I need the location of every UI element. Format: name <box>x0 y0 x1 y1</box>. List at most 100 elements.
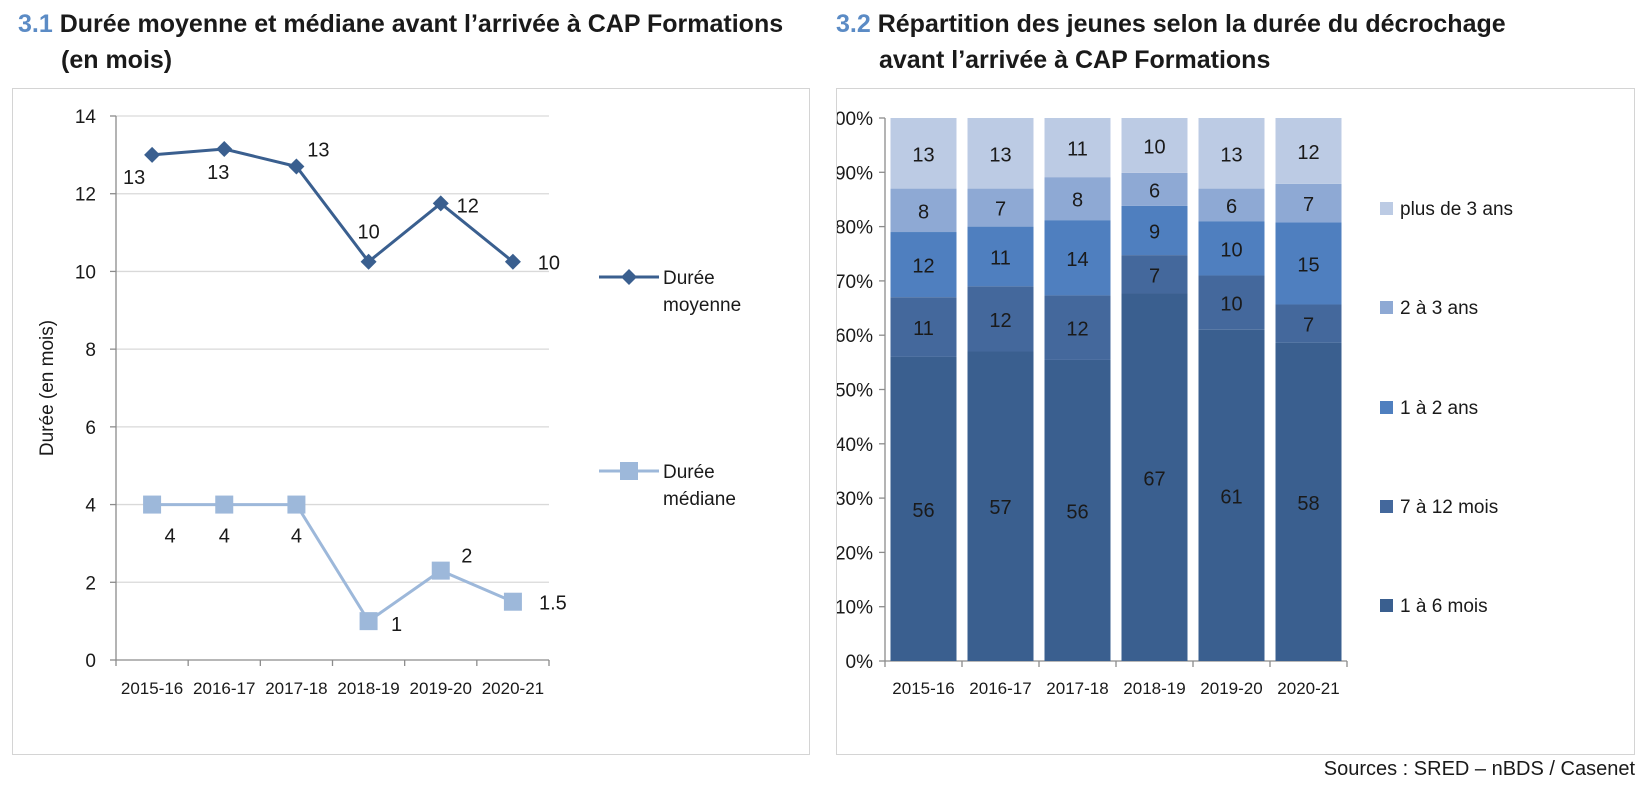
x-tick-label: 2020-21 <box>482 679 544 698</box>
bar-value-label: 12 <box>1066 319 1088 341</box>
y-tick-label: 10 <box>75 262 96 283</box>
legend-swatch <box>1380 202 1393 215</box>
legend-swatch <box>1380 599 1393 612</box>
bar-value-label: 56 <box>1066 501 1088 523</box>
legend-label: 2 à 3 ans <box>1400 298 1478 319</box>
bar-segment <box>967 351 1034 661</box>
y-tick-label: 6 <box>85 418 96 439</box>
data-label: 13 <box>307 140 329 162</box>
data-label: 13 <box>207 162 229 184</box>
bar-segment <box>967 188 1034 227</box>
bar-value-label: 11 <box>913 318 934 340</box>
y-tick-label: 0% <box>846 652 874 673</box>
y-tick-label: 12 <box>75 185 96 206</box>
x-tick-label: 2016-17 <box>193 679 255 698</box>
y-tick-label: 10% <box>837 598 873 619</box>
bar-value-label: 13 <box>1220 144 1242 166</box>
bar-segment <box>967 226 1034 287</box>
chart2-title-line1: Répartition des jeunes selon la durée du… <box>877 10 1506 38</box>
chart1-title-line2: (en mois) <box>61 46 173 74</box>
data-label: 12 <box>457 195 479 217</box>
legend-swatch <box>1380 401 1393 414</box>
bar-segment <box>967 286 1034 352</box>
x-tick-label: 2017-18 <box>265 679 327 698</box>
data-label: 4 <box>165 526 176 548</box>
legend-label: Durée <box>663 462 715 483</box>
bar-value-label: 9 <box>1149 221 1160 243</box>
bar-value-label: 61 <box>1220 486 1242 508</box>
bar-segment <box>1121 118 1188 173</box>
bar-value-label: 7 <box>1303 194 1314 216</box>
data-point <box>216 141 233 158</box>
data-label: 10 <box>538 253 560 275</box>
chart2-title: 3.2 Répartition des jeunes selon la duré… <box>836 6 1506 78</box>
bar-segment <box>1198 221 1265 276</box>
bar-value-label: 10 <box>1220 239 1242 261</box>
bar-segment <box>890 118 957 189</box>
bar-value-label: 14 <box>1066 249 1088 271</box>
y-tick-label: 90% <box>837 163 873 184</box>
x-tick-label: 2018-19 <box>1123 679 1185 698</box>
bar-segment <box>1044 220 1111 296</box>
stacked-bar-chart-panel: 0% 10% 20% 30% 40% 50% 60% 70% 80% 90% 100% 2015-16… <box>836 88 1635 755</box>
y-tick-label: 4 <box>85 496 96 517</box>
bar-segment <box>890 356 957 661</box>
source-note: Sources : SRED – nBDS / Casenet <box>1323 758 1635 780</box>
x-tick-label: 2019-20 <box>410 679 472 698</box>
x-tick-label: 2019-20 <box>1200 679 1262 698</box>
bar-segment <box>1275 304 1342 343</box>
bar-segment <box>1044 177 1111 221</box>
data-label: 4 <box>291 526 302 548</box>
data-point <box>504 253 521 270</box>
bar-value-label: 7 <box>1303 315 1314 337</box>
bar-value-label: 13 <box>912 144 934 166</box>
y-tick-label: 50% <box>837 381 873 402</box>
data-point <box>215 495 234 514</box>
legend-label: 1 à 2 ans <box>1400 398 1478 419</box>
bar-segment <box>1275 342 1342 661</box>
bar-segment <box>1275 222 1342 305</box>
bar-value-label: 7 <box>995 199 1006 221</box>
data-label: 2 <box>461 546 472 568</box>
bar-value-label: 12 <box>912 256 934 278</box>
x-tick-label: 2018-19 <box>337 679 399 698</box>
bar-value-label: 12 <box>989 310 1011 332</box>
legend-marker <box>620 462 638 480</box>
bar-segment <box>1121 205 1188 256</box>
data-point <box>432 195 449 212</box>
y-tick-label: 80% <box>837 218 873 239</box>
chart2-title-line2: avant l’arrivée à CAP Formations <box>879 46 1271 74</box>
legend-label: 7 à 12 mois <box>1400 497 1498 518</box>
bar-value-label: 58 <box>1297 493 1319 515</box>
bar-value-label: 13 <box>989 144 1011 166</box>
legend-swatch <box>1380 500 1393 513</box>
data-label: 13 <box>123 167 145 189</box>
bar-segment <box>1275 183 1342 223</box>
x-tick-label: 2015-16 <box>892 679 954 698</box>
data-point <box>143 495 162 514</box>
y-axis-label: Durée (en mois) <box>37 320 58 456</box>
bar-value-label: 57 <box>989 497 1011 519</box>
bar-segment <box>1121 255 1188 294</box>
bar-segment <box>967 118 1034 189</box>
bar-segment <box>890 232 957 298</box>
x-tick-label: 2016-17 <box>969 679 1031 698</box>
series-line-moyenne <box>151 147 514 264</box>
y-tick-label: 30% <box>837 489 873 510</box>
bar-segment <box>1198 188 1265 222</box>
y-tick-label: 2 <box>85 573 96 594</box>
bar-value-label: 6 <box>1149 180 1160 202</box>
data-point <box>360 253 377 270</box>
series-line-mediane <box>152 503 514 624</box>
data-point <box>144 146 161 163</box>
bar-segment <box>1198 118 1265 189</box>
bar-segment <box>1121 172 1188 206</box>
bar-segment <box>890 297 957 357</box>
x-tick-label: 2020-21 <box>1277 679 1339 698</box>
bar-value-label: 6 <box>1226 196 1237 218</box>
data-label: 1 <box>391 614 402 636</box>
bar-segment <box>1275 118 1342 184</box>
bar-value-label: 10 <box>1220 294 1242 316</box>
bar-value-label: 10 <box>1143 136 1165 158</box>
legend-label: Durée <box>663 268 715 289</box>
